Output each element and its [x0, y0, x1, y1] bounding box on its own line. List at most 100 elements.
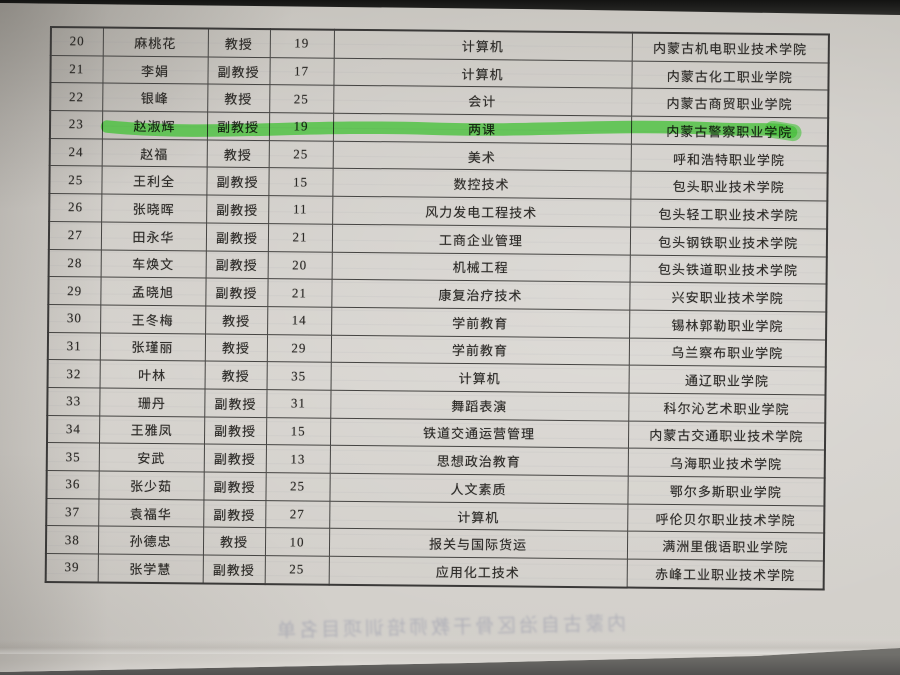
cell-title: 副教授	[205, 278, 268, 307]
cell-row-number: 22	[50, 82, 103, 112]
cell-row-number: 23	[49, 110, 103, 139]
cell-title: 教授	[204, 361, 267, 390]
cell-years: 27	[265, 500, 330, 529]
cell-years: 21	[267, 278, 332, 308]
cell-years: 13	[265, 444, 330, 474]
cell-name: 赵淑辉	[101, 111, 208, 140]
cell-name: 赵福	[101, 138, 207, 168]
cell-subject: 思想政治教育	[329, 445, 628, 477]
roster-table: 20 麻桃花 教授 19 计算机 内蒙古机电职业技术学院 21 李娟 副教授 1…	[44, 26, 830, 591]
cell-years: 25	[268, 140, 333, 169]
bleed-through-mirrored-text: 内蒙古自治区骨干教师培训项目名单	[273, 613, 627, 642]
cell-institution: 包头轻工职业技术学院	[630, 199, 828, 229]
cell-institution: 呼伦贝尔职业技术学院	[627, 503, 825, 534]
cell-years: 35	[266, 361, 331, 391]
cell-years: 19	[268, 112, 334, 141]
cell-title: 副教授	[207, 56, 270, 85]
cell-title: 副教授	[205, 222, 269, 252]
cell-row-number: 35	[46, 442, 99, 471]
cell-name: 安武	[98, 443, 204, 472]
cell-years: 25	[264, 555, 329, 585]
cell-name: 车焕文	[100, 249, 206, 279]
cell-subject: 两课	[332, 113, 632, 144]
cell-subject: 计算机	[329, 500, 628, 532]
cell-row-number: 27	[48, 221, 102, 250]
cell-title: 教授	[206, 139, 269, 169]
cell-row-number: 21	[50, 55, 103, 84]
cell-subject: 风力发电工程技术	[332, 196, 631, 227]
cell-title: 副教授	[206, 195, 269, 224]
cell-subject: 学前教育	[331, 307, 630, 338]
cell-row-number: 26	[49, 193, 102, 222]
cell-name: 银峰	[102, 83, 208, 113]
cell-row-number: 37	[46, 498, 99, 527]
cell-row-number: 24	[49, 138, 102, 167]
cell-name: 麻桃花	[102, 27, 208, 57]
cell-institution: 内蒙古商贸职业学院	[631, 88, 829, 119]
cell-title: 教授	[207, 28, 270, 58]
cell-name: 叶林	[99, 360, 205, 389]
cell-institution: 包头铁道职业技术学院	[629, 254, 827, 285]
cell-subject: 计算机	[333, 57, 632, 89]
cell-years: 29	[266, 334, 332, 363]
paper-fold-shadow	[0, 640, 900, 654]
cell-row-number: 38	[45, 525, 99, 555]
cell-row-number: 36	[46, 470, 99, 499]
cell-title: 副教授	[206, 112, 270, 141]
cell-institution: 呼和浩特职业学院	[630, 143, 828, 174]
cell-subject: 工商企业管理	[331, 224, 631, 255]
cell-institution: 内蒙古化工职业学院	[631, 60, 829, 91]
cell-subject: 美术	[332, 140, 631, 172]
cell-years: 11	[268, 195, 333, 225]
cell-subject: 机械工程	[331, 251, 630, 283]
cell-subject: 学前教育	[330, 334, 630, 366]
cell-institution: 通辽职业学院	[628, 365, 826, 395]
cell-name: 王冬梅	[100, 304, 206, 334]
cell-name: 珊丹	[99, 387, 205, 417]
cell-name: 张学慧	[97, 554, 203, 584]
cell-institution: 科尔沁艺术职业学院	[628, 393, 826, 423]
cell-institution: 赤峰工业职业技术学院	[626, 559, 824, 590]
cell-subject: 人文素质	[329, 473, 628, 504]
cell-years: 25	[265, 472, 330, 501]
cell-name: 孟晓旭	[100, 277, 206, 306]
cell-title: 副教授	[203, 471, 266, 501]
cell-institution: 鄂尔多斯职业学院	[627, 476, 825, 506]
cell-name: 王雅凤	[98, 415, 205, 445]
cell-row-number: 31	[47, 332, 101, 361]
cell-years: 10	[264, 527, 330, 557]
cell-institution: 包头钢铁职业技术学院	[629, 226, 828, 257]
cell-subject: 报关与国际货运	[328, 528, 628, 560]
cell-institution: 乌海职业技术学院	[627, 448, 825, 478]
cell-years: 25	[269, 84, 334, 114]
cell-row-number: 39	[45, 553, 98, 583]
cell-row-number: 29	[48, 276, 101, 305]
cell-years: 21	[267, 223, 333, 252]
cell-subject: 舞蹈表演	[330, 390, 629, 421]
cell-row-number: 32	[47, 359, 100, 388]
cell-subject: 康复治疗技术	[331, 279, 630, 310]
cell-years: 15	[268, 168, 333, 197]
cell-title: 副教授	[202, 555, 265, 584]
cell-title: 教授	[204, 333, 268, 362]
cell-years: 20	[267, 251, 332, 280]
cell-row-number: 25	[49, 165, 102, 195]
cell-institution: 包头职业技术学院	[630, 171, 828, 202]
cell-subject: 会计	[333, 85, 632, 117]
roster-table-wrap: 20 麻桃花 教授 19 计算机 内蒙古机电职业技术学院 21 李娟 副教授 1…	[44, 26, 830, 591]
cell-institution: 锡林郭勒职业学院	[629, 309, 827, 340]
cell-years: 31	[266, 389, 331, 418]
cell-title: 教授	[205, 305, 268, 335]
cell-name: 李娟	[102, 55, 208, 85]
cell-name: 田永华	[100, 221, 207, 251]
cell-title: 副教授	[203, 499, 266, 528]
cell-title: 副教授	[206, 167, 269, 196]
cell-institution: 内蒙古交通职业技术学院	[627, 420, 826, 451]
cell-subject: 数控技术	[332, 168, 631, 200]
cell-row-number: 34	[46, 415, 100, 444]
cell-years: 15	[265, 417, 331, 446]
cell-title: 副教授	[203, 444, 266, 473]
cell-title: 教授	[207, 84, 270, 113]
cell-title: 副教授	[205, 250, 268, 279]
